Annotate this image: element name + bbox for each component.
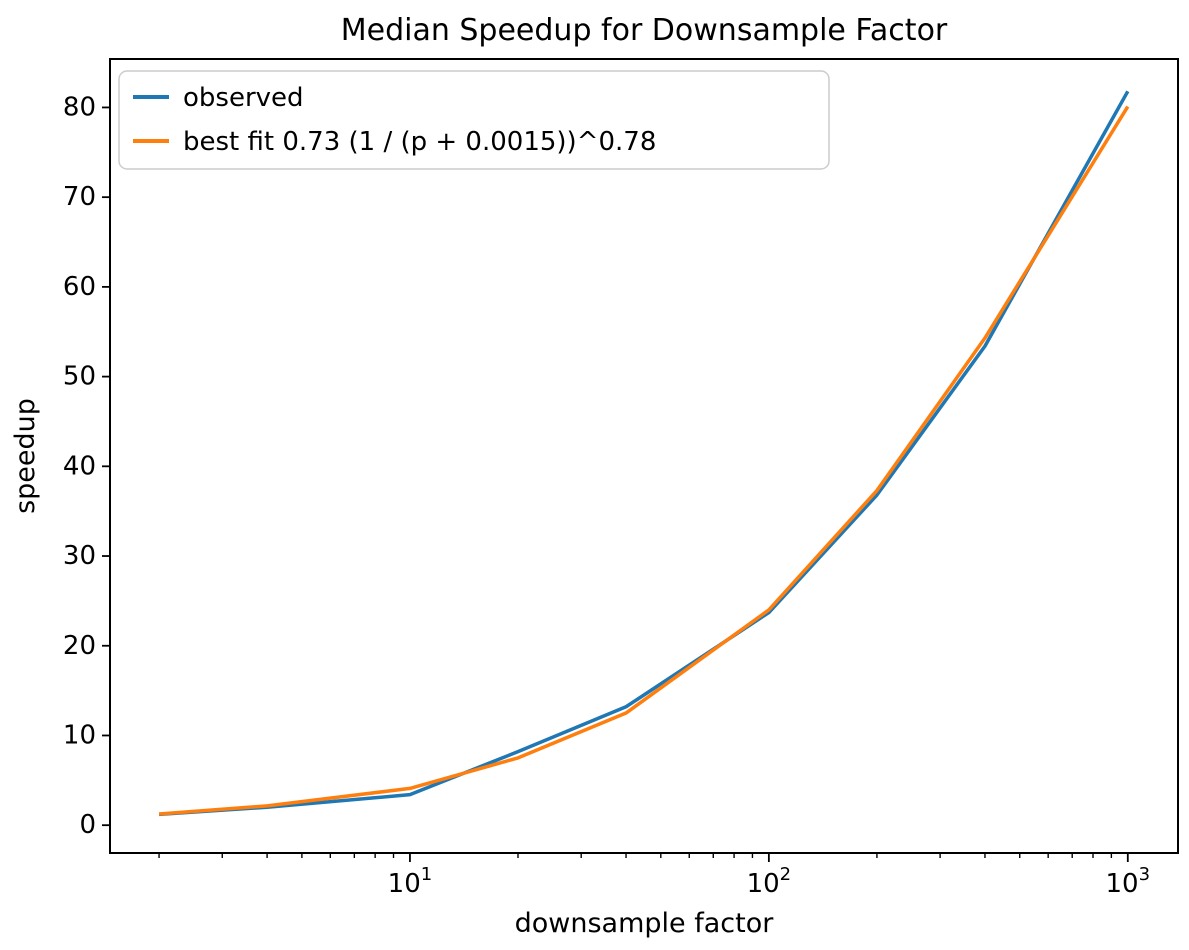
y-tick-label: 40 [63, 451, 96, 481]
x-tick-label: 102 [747, 864, 792, 899]
legend: observed best fit 0.73 (1 / (p + 0.0015))… [118, 70, 830, 170]
legend-label-observed: observed [183, 83, 304, 113]
x-axis: 101 102 103 [158, 853, 1151, 899]
series-line-observed [158, 90, 1130, 817]
legend-box [118, 70, 830, 170]
axes-spines [109, 58, 1179, 854]
chart-title: Median Speedup for Downsample Factor [341, 13, 948, 48]
legend-label-best-fit: best fit 0.73 (1 / (p + 0.0015))^0.78 [183, 127, 656, 157]
x-tick-label: 103 [1106, 864, 1151, 899]
y-axis-label: speedup [10, 398, 41, 514]
y-tick-label: 10 [63, 720, 96, 750]
y-tick-label: 70 [63, 182, 96, 212]
y-tick-label: 60 [63, 272, 96, 302]
y-tick-label: 80 [63, 92, 96, 122]
y-tick-label: 0 [79, 810, 96, 840]
y-axis: 0 10 20 30 40 50 60 70 80 [63, 92, 110, 840]
y-tick-label: 30 [63, 541, 96, 571]
x-axis-label: downsample factor [515, 908, 775, 939]
y-tick-label: 20 [63, 631, 96, 661]
y-tick-label: 50 [63, 362, 96, 392]
series-line-best-fit [158, 105, 1130, 816]
x-tick-label: 101 [388, 864, 433, 899]
